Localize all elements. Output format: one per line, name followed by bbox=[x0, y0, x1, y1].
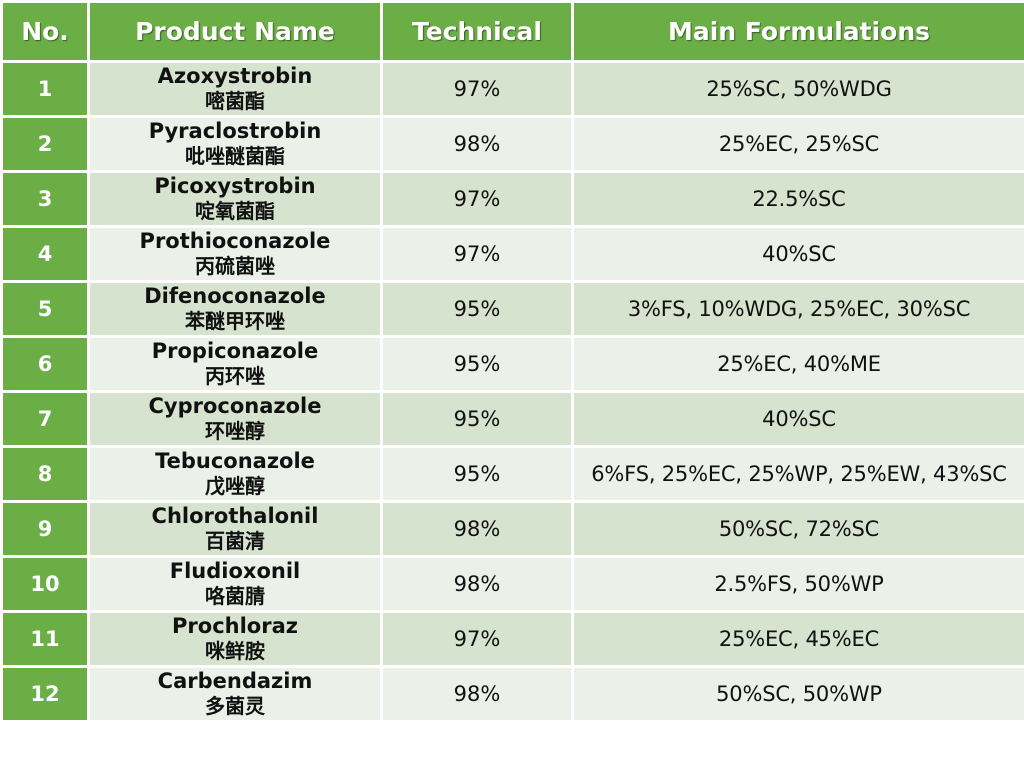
row-number: 2 bbox=[3, 118, 87, 170]
header-technical: Technical bbox=[383, 3, 571, 60]
technical-cell: 95% bbox=[383, 338, 571, 390]
product-name-cn: 吡唑醚菌酯 bbox=[185, 144, 285, 168]
product-name-cell: Picoxystrobin 啶氧菌酯 bbox=[90, 173, 380, 225]
row-number: 7 bbox=[3, 393, 87, 445]
formulations-cell: 25%EC, 40%ME bbox=[574, 338, 1024, 390]
product-name-en: Picoxystrobin bbox=[154, 174, 316, 198]
product-name-cn: 百菌清 bbox=[205, 529, 265, 553]
row-number: 6 bbox=[3, 338, 87, 390]
table-header: No. Product Name Technical Main Formulat… bbox=[3, 3, 1024, 60]
formulations-cell: 25%EC, 25%SC bbox=[574, 118, 1024, 170]
row-number: 3 bbox=[3, 173, 87, 225]
product-name-cell: Chlorothalonil 百菌清 bbox=[90, 503, 380, 555]
product-name-cell: Difenoconazole 苯醚甲环唑 bbox=[90, 283, 380, 335]
technical-cell: 97% bbox=[383, 228, 571, 280]
table-row: 10 Fludioxonil 咯菌腈 98% 2.5%FS, 50%WP bbox=[3, 558, 1024, 610]
row-number: 1 bbox=[3, 63, 87, 115]
table-row: 1 Azoxystrobin 嘧菌酯 97% 25%SC, 50%WDG bbox=[3, 63, 1024, 115]
formulations-cell: 50%SC, 50%WP bbox=[574, 668, 1024, 720]
formulations-cell: 6%FS, 25%EC, 25%WP, 25%EW, 43%SC bbox=[574, 448, 1024, 500]
technical-cell: 98% bbox=[383, 503, 571, 555]
technical-cell: 97% bbox=[383, 63, 571, 115]
header-no: No. bbox=[3, 3, 87, 60]
product-name-en: Tebuconazole bbox=[155, 449, 315, 473]
product-name-en: Propiconazole bbox=[151, 339, 319, 363]
formulations-cell: 2.5%FS, 50%WP bbox=[574, 558, 1024, 610]
row-number: 11 bbox=[3, 613, 87, 665]
product-name-cn: 丙环唑 bbox=[205, 364, 265, 388]
technical-cell: 95% bbox=[383, 393, 571, 445]
table-row: 8 Tebuconazole 戊唑醇 95% 6%FS, 25%EC, 25%WP, 2… bbox=[3, 448, 1024, 500]
product-name-cn: 嘧菌酯 bbox=[205, 89, 265, 113]
table-row: 3 Picoxystrobin 啶氧菌酯 97% 22.5%SC bbox=[3, 173, 1024, 225]
row-number: 5 bbox=[3, 283, 87, 335]
header-main-formulations: Main Formulations bbox=[574, 3, 1024, 60]
product-name-en: Chlorothalonil bbox=[151, 504, 319, 528]
technical-cell: 95% bbox=[383, 283, 571, 335]
product-name-en: Carbendazim bbox=[157, 669, 313, 693]
table-row: 12 Carbendazim 多菌灵 98% 50%SC, 50%WP bbox=[3, 668, 1024, 720]
product-name-cell: Tebuconazole 戊唑醇 bbox=[90, 448, 380, 500]
row-number: 8 bbox=[3, 448, 87, 500]
technical-cell: 98% bbox=[383, 118, 571, 170]
header-row: No. Product Name Technical Main Formulat… bbox=[3, 3, 1024, 60]
product-name-cell: Propiconazole 丙环唑 bbox=[90, 338, 380, 390]
product-name-cell: Fludioxonil 咯菌腈 bbox=[90, 558, 380, 610]
product-name-cn: 丙硫菌唑 bbox=[195, 254, 275, 278]
technical-cell: 97% bbox=[383, 173, 571, 225]
product-name-cn: 苯醚甲环唑 bbox=[185, 309, 285, 333]
product-name-en: Azoxystrobin bbox=[157, 64, 313, 88]
product-name-en: Fludioxonil bbox=[169, 559, 301, 583]
table-row: 5 Difenoconazole 苯醚甲环唑 95% 3%FS, 10%WDG, 25%… bbox=[3, 283, 1024, 335]
product-name-en: Prochloraz bbox=[172, 614, 298, 638]
technical-cell: 98% bbox=[383, 558, 571, 610]
technical-cell: 97% bbox=[383, 613, 571, 665]
header-product-name: Product Name bbox=[90, 3, 380, 60]
product-name-en: Difenoconazole bbox=[144, 284, 326, 308]
product-name-cell: Prothioconazole 丙硫菌唑 bbox=[90, 228, 380, 280]
product-name-cn: 啶氧菌酯 bbox=[195, 199, 275, 223]
formulations-cell: 22.5%SC bbox=[574, 173, 1024, 225]
product-name-en: Prothioconazole bbox=[139, 229, 331, 253]
table-row: 11 Prochloraz 咪鲜胺 97% 25%EC, 45%EC bbox=[3, 613, 1024, 665]
technical-cell: 95% bbox=[383, 448, 571, 500]
product-name-cn: 戊唑醇 bbox=[205, 474, 265, 498]
product-name-cn: 多菌灵 bbox=[205, 694, 265, 718]
product-name-cell: Prochloraz 咪鲜胺 bbox=[90, 613, 380, 665]
product-name-cell: Carbendazim 多菌灵 bbox=[90, 668, 380, 720]
table-row: 7 Cyproconazole 环唑醇 95% 40%SC bbox=[3, 393, 1024, 445]
table-row: 2 Pyraclostrobin 吡唑醚菌酯 98% 25%EC, 25%SC bbox=[3, 118, 1024, 170]
formulations-cell: 25%SC, 50%WDG bbox=[574, 63, 1024, 115]
product-name-cell: Azoxystrobin 嘧菌酯 bbox=[90, 63, 380, 115]
row-number: 4 bbox=[3, 228, 87, 280]
formulations-cell: 40%SC bbox=[574, 393, 1024, 445]
table-row: 4 Prothioconazole 丙硫菌唑 97% 40%SC bbox=[3, 228, 1024, 280]
row-number: 10 bbox=[3, 558, 87, 610]
product-name-cn: 环唑醇 bbox=[205, 419, 265, 443]
product-name-cn: 咯菌腈 bbox=[205, 584, 265, 608]
product-table: No. Product Name Technical Main Formulat… bbox=[3, 3, 1024, 720]
row-number: 12 bbox=[3, 668, 87, 720]
product-name-en: Cyproconazole bbox=[148, 394, 322, 418]
formulations-cell: 3%FS, 10%WDG, 25%EC, 30%SC bbox=[574, 283, 1024, 335]
formulations-cell: 25%EC, 45%EC bbox=[574, 613, 1024, 665]
table-body: 1 Azoxystrobin 嘧菌酯 97% 25%SC, 50%WDG 2 Pyraclo… bbox=[3, 63, 1024, 720]
technical-cell: 98% bbox=[383, 668, 571, 720]
table-row: 6 Propiconazole 丙环唑 95% 25%EC, 40%ME bbox=[3, 338, 1024, 390]
product-name-en: Pyraclostrobin bbox=[148, 119, 322, 143]
formulations-cell: 50%SC, 72%SC bbox=[574, 503, 1024, 555]
product-name-cell: Cyproconazole 环唑醇 bbox=[90, 393, 380, 445]
formulations-cell: 40%SC bbox=[574, 228, 1024, 280]
row-number: 9 bbox=[3, 503, 87, 555]
table-row: 9 Chlorothalonil 百菌清 98% 50%SC, 72%SC bbox=[3, 503, 1024, 555]
product-name-cn: 咪鲜胺 bbox=[205, 639, 265, 663]
product-name-cell: Pyraclostrobin 吡唑醚菌酯 bbox=[90, 118, 380, 170]
